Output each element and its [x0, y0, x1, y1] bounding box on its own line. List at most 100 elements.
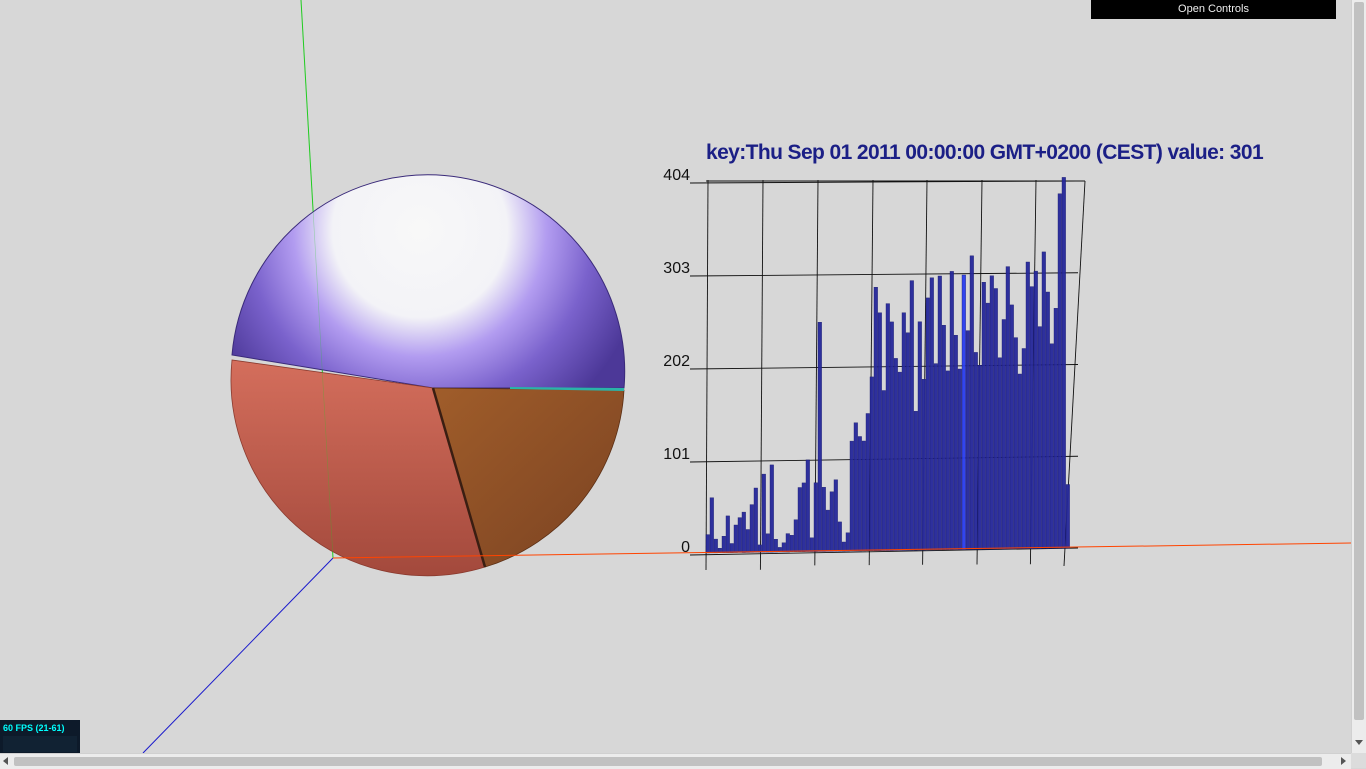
bar[interactable]: [713, 538, 718, 554]
bar[interactable]: [733, 524, 738, 553]
bar[interactable]: [937, 275, 942, 551]
bar[interactable]: [973, 352, 978, 550]
bar[interactable]: [1001, 319, 1006, 550]
bar[interactable]: [909, 280, 914, 551]
bar[interactable]: [869, 376, 874, 551]
bar[interactable]: [833, 479, 838, 552]
bar[interactable]: [801, 482, 806, 552]
bar[interactable]: [913, 411, 918, 551]
open-controls-button[interactable]: Open Controls: [1091, 0, 1336, 19]
bar[interactable]: [857, 436, 862, 552]
pie-slice-red[interactable]: [230, 359, 486, 577]
bar[interactable]: [929, 277, 934, 551]
bar[interactable]: [1045, 291, 1050, 549]
bar[interactable]: [737, 517, 742, 553]
bar[interactable]: [993, 288, 998, 550]
bar[interactable]: [981, 282, 986, 550]
bar[interactable]: [729, 543, 734, 553]
pie-slice-purple[interactable]: [231, 174, 626, 389]
bar[interactable]: [1049, 343, 1054, 549]
bar[interactable]: [1037, 326, 1042, 549]
bar[interactable]: [925, 297, 930, 551]
bar[interactable]: [741, 511, 746, 553]
bar[interactable]: [789, 535, 794, 552]
bar[interactable]: [977, 365, 982, 550]
bar[interactable]: [885, 303, 890, 551]
bar[interactable]: [933, 363, 938, 551]
bar[interactable]: [1017, 373, 1022, 550]
bar[interactable]: [953, 335, 958, 550]
pie-slice-teal[interactable]: [510, 387, 624, 391]
bar[interactable]: [969, 255, 974, 550]
scroll-down-arrow-icon[interactable]: [1355, 740, 1363, 745]
bar[interactable]: [1029, 286, 1034, 549]
bar[interactable]: [845, 532, 850, 552]
bar[interactable]: [793, 519, 798, 553]
bar[interactable]: [865, 413, 870, 552]
bar[interactable]: [753, 487, 758, 553]
bar[interactable]: [1021, 348, 1026, 550]
horizontal-scrollbar-thumb[interactable]: [14, 757, 1322, 766]
pie-slice-brown[interactable]: [432, 387, 625, 568]
bar[interactable]: [757, 544, 762, 553]
bar[interactable]: [957, 368, 962, 550]
bar-highlighted[interactable]: [961, 274, 966, 550]
bar[interactable]: [917, 321, 922, 551]
bar[interactable]: [861, 440, 866, 552]
bar[interactable]: [1009, 304, 1014, 550]
bar[interactable]: [829, 491, 834, 552]
bar[interactable]: [841, 541, 846, 552]
bar[interactable]: [997, 357, 1002, 550]
bar[interactable]: [817, 322, 822, 552]
bar[interactable]: [797, 487, 802, 552]
bar[interactable]: [1033, 270, 1038, 549]
bar[interactable]: [889, 321, 894, 551]
bar[interactable]: [901, 312, 906, 551]
bar[interactable]: [893, 358, 898, 551]
bar[interactable]: [849, 440, 854, 552]
bar[interactable]: [773, 539, 778, 553]
bar[interactable]: [941, 325, 946, 551]
bar[interactable]: [989, 275, 994, 550]
bar[interactable]: [945, 370, 950, 550]
bar[interactable]: [853, 422, 858, 552]
bar[interactable]: [985, 302, 990, 550]
bar[interactable]: [873, 287, 878, 552]
bar[interactable]: [877, 312, 882, 551]
bar[interactable]: [785, 533, 790, 553]
vertical-scrollbar-thumb[interactable]: [1354, 2, 1364, 720]
bar[interactable]: [1053, 308, 1058, 549]
bar[interactable]: [721, 536, 726, 554]
bar[interactable]: [709, 497, 714, 554]
bar[interactable]: [745, 529, 750, 553]
bar[interactable]: [949, 271, 954, 550]
bar[interactable]: [725, 515, 730, 553]
bar[interactable]: [837, 521, 842, 552]
bar[interactable]: [1061, 177, 1066, 549]
bar[interactable]: [1041, 251, 1046, 549]
bar[interactable]: [821, 487, 826, 552]
horizontal-scrollbar[interactable]: [0, 753, 1351, 769]
fps-stats-panel[interactable]: 60 FPS (21-61): [0, 720, 80, 754]
bar[interactable]: [765, 533, 770, 553]
scroll-right-arrow-icon[interactable]: [1341, 757, 1346, 765]
bar[interactable]: [781, 542, 786, 553]
bar[interactable]: [965, 330, 970, 550]
bar[interactable]: [749, 504, 754, 553]
bar[interactable]: [881, 390, 886, 551]
bar[interactable]: [897, 371, 902, 551]
bar[interactable]: [761, 473, 766, 553]
bar[interactable]: [1065, 484, 1070, 549]
bar[interactable]: [809, 537, 814, 552]
bar[interactable]: [705, 534, 710, 554]
bar[interactable]: [769, 464, 774, 553]
scroll-left-arrow-icon[interactable]: [3, 757, 8, 765]
bar[interactable]: [921, 379, 926, 551]
bar[interactable]: [777, 547, 782, 553]
bar[interactable]: [1013, 337, 1018, 550]
bar[interactable]: [1057, 193, 1062, 549]
bar[interactable]: [825, 509, 830, 552]
bar[interactable]: [813, 482, 818, 552]
bar[interactable]: [1005, 266, 1010, 550]
